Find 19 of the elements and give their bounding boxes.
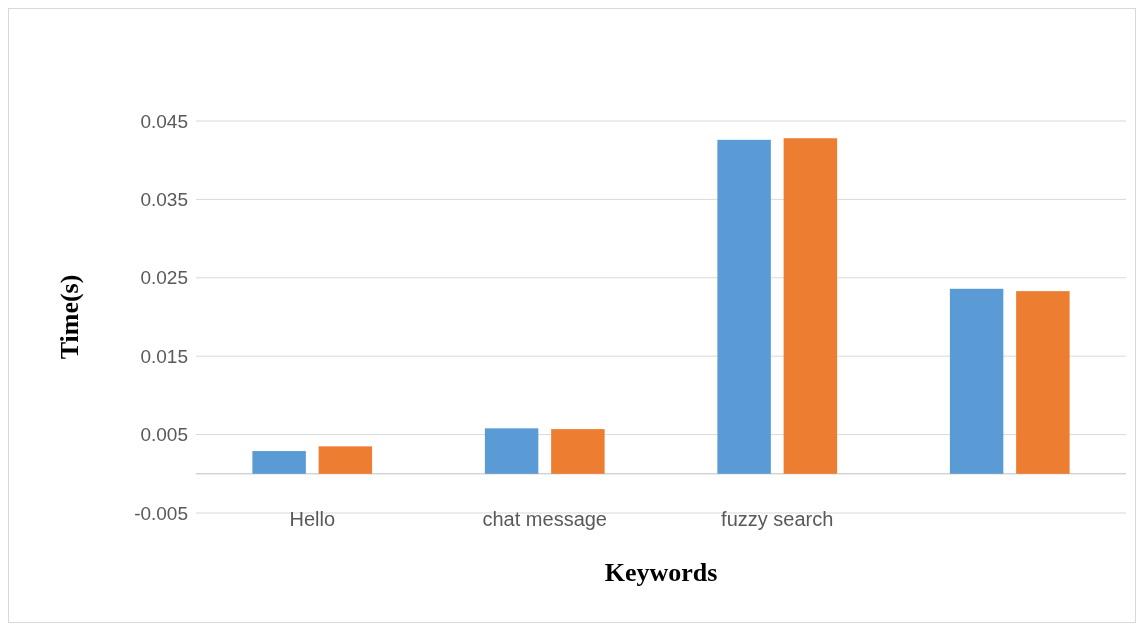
bar bbox=[252, 451, 306, 474]
x-axis-title: Keywords bbox=[604, 558, 718, 587]
bar bbox=[1016, 291, 1070, 474]
y-tick-label: 0.015 bbox=[140, 345, 188, 367]
x-tick-label: Hello bbox=[289, 507, 336, 530]
y-tick-label: 0.045 bbox=[140, 110, 188, 132]
bar bbox=[783, 138, 838, 474]
x-tick-label: chat message bbox=[482, 507, 608, 530]
bar bbox=[717, 139, 771, 474]
y-axis-title: Time(s) bbox=[55, 274, 84, 360]
y-tick-label: 0.005 bbox=[140, 424, 188, 446]
bar bbox=[949, 288, 1004, 474]
bar bbox=[484, 428, 539, 474]
y-tick-label: 0.035 bbox=[140, 189, 188, 211]
y-tick-label: -0.005 bbox=[134, 502, 188, 524]
y-tick-label: 0.025 bbox=[140, 267, 188, 289]
x-tick-label: fuzzy search bbox=[721, 507, 834, 530]
bar bbox=[551, 429, 605, 474]
bar bbox=[318, 446, 373, 474]
